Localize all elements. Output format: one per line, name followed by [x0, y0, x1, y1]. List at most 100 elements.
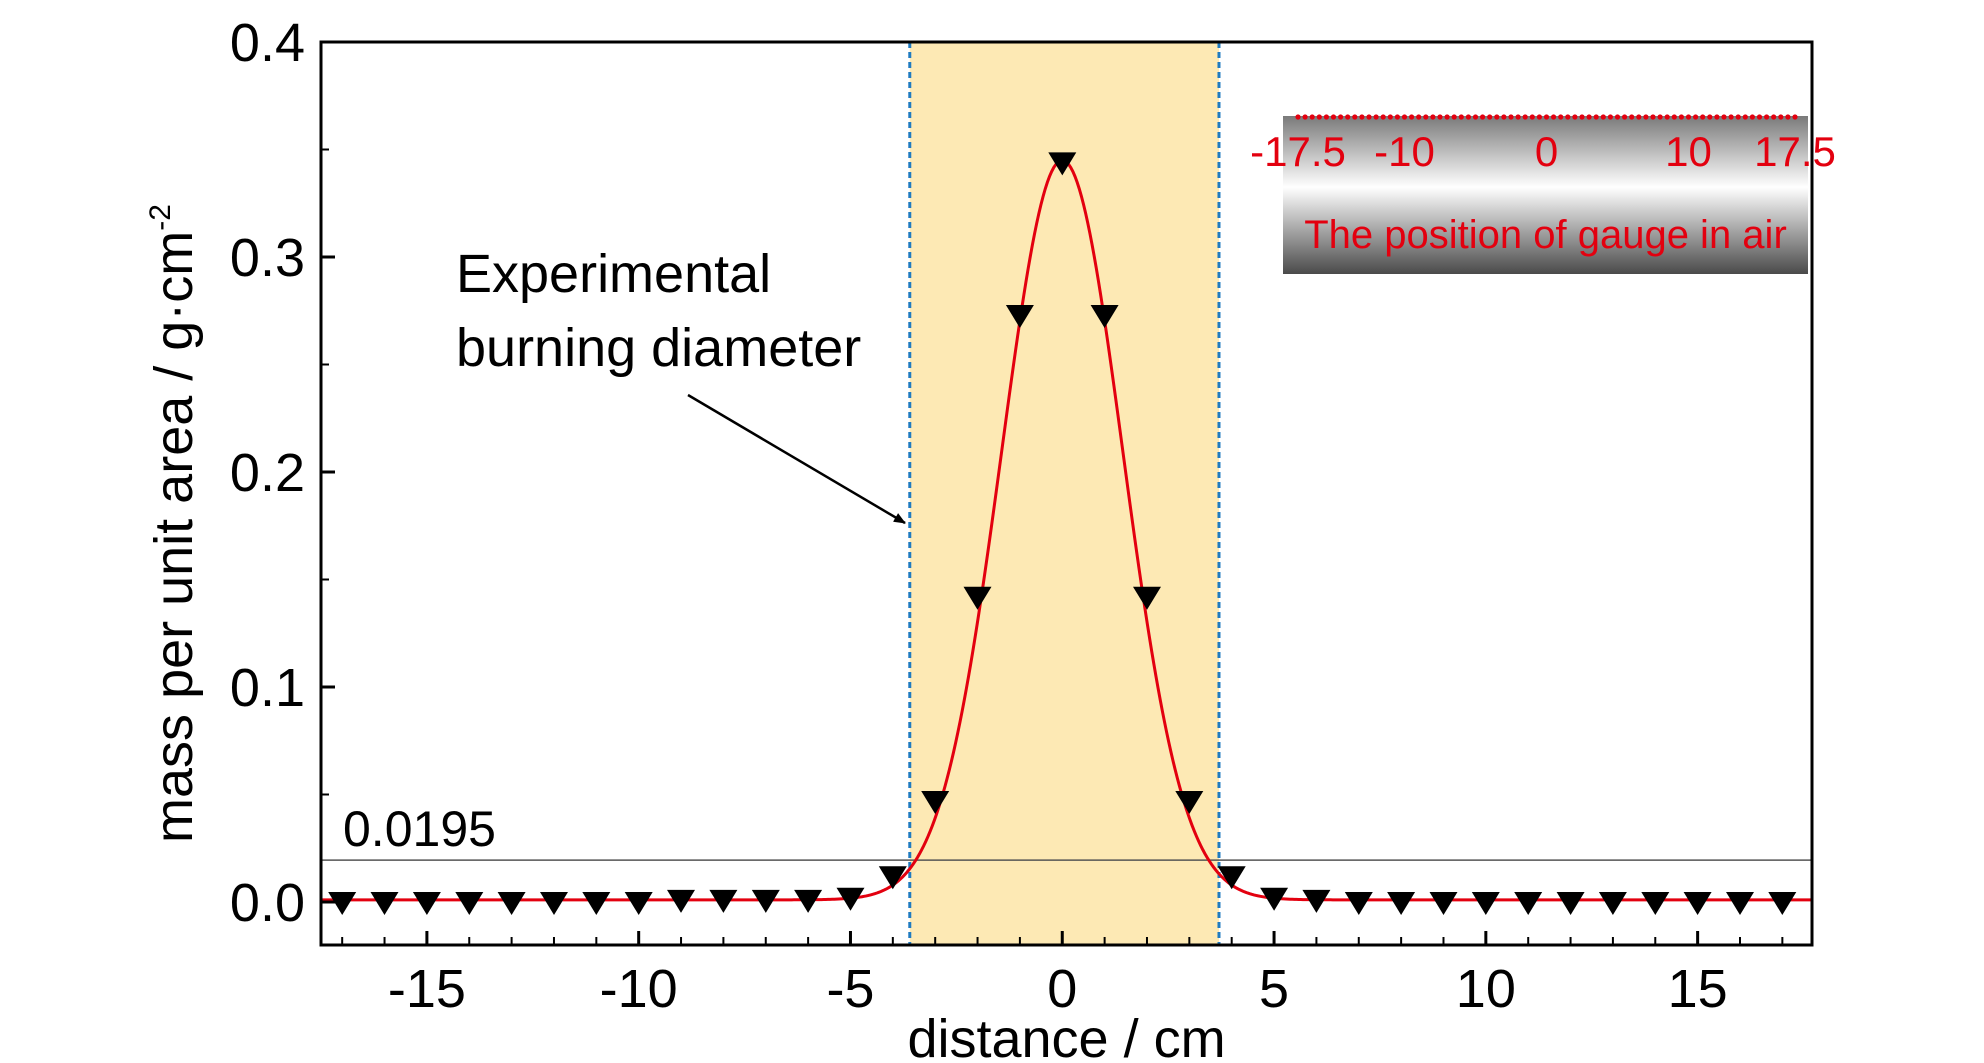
- gauge-dot: [1387, 114, 1393, 120]
- gauge-dot: [1700, 114, 1706, 120]
- data-point: [1471, 892, 1500, 915]
- data-point: [1598, 892, 1627, 915]
- gauge-dot: [1778, 114, 1784, 120]
- data-markers: [328, 152, 1797, 915]
- gauge-dot: [1785, 114, 1791, 120]
- data-point: [328, 892, 357, 915]
- gauge-dot: [1749, 114, 1755, 120]
- data-point: [540, 892, 568, 915]
- gauge-dot: [1771, 114, 1777, 120]
- gauge-dot: [1728, 114, 1734, 120]
- x-tick-label: -5: [826, 959, 874, 1019]
- data-point: [1429, 892, 1458, 915]
- x-tick-label: -10: [600, 959, 678, 1019]
- inset-background: [1283, 116, 1808, 274]
- gauge-dot: [1707, 114, 1713, 120]
- gauge-dot: [1714, 114, 1720, 120]
- inset-gauge-dots: [1295, 114, 1798, 120]
- gauge-dot: [1309, 114, 1315, 120]
- data-point: [1514, 892, 1543, 915]
- gauge-dot: [1409, 114, 1415, 120]
- annotation-line-2: burning diameter: [456, 318, 861, 378]
- y-axis-ticks: 0.0 0.1 0.2 0.3 0.4: [230, 13, 335, 933]
- gauge-dot: [1508, 114, 1514, 120]
- gauge-dot: [1444, 114, 1450, 120]
- gauge-dot: [1359, 114, 1365, 120]
- data-point: [1768, 892, 1797, 915]
- x-tick-label: 5: [1259, 959, 1289, 1019]
- gauge-dot: [1430, 114, 1436, 120]
- data-point: [1344, 892, 1373, 915]
- data-point: [1133, 586, 1161, 610]
- gauge-dot: [1401, 114, 1408, 120]
- data-point: [1048, 152, 1077, 176]
- gauge-dot: [1614, 114, 1621, 120]
- x-tick-label: 10: [1456, 959, 1516, 1019]
- gauge-dot: [1451, 114, 1457, 120]
- y-tick-label: 0.1: [230, 658, 305, 718]
- gauge-dot: [1465, 114, 1471, 120]
- gauge-position-inset: -17.5 -10 0 10 17.5 The position of gauge in…: [1250, 114, 1836, 274]
- gauge-dot: [1600, 114, 1606, 120]
- data-point: [455, 892, 484, 915]
- data-point: [582, 892, 611, 915]
- y-axis-label-text: mass per unit area / g·cm: [144, 231, 204, 843]
- gauge-dot: [1565, 114, 1571, 120]
- gauge-dot: [1352, 114, 1358, 120]
- gauge-dot: [1543, 114, 1550, 120]
- gauge-dot: [1593, 114, 1599, 120]
- data-point: [963, 586, 992, 610]
- gauge-dot: [1756, 114, 1763, 120]
- inset-scale-label: -17.5: [1250, 128, 1346, 175]
- gauge-dot: [1764, 114, 1770, 120]
- inset-scale-label: 0: [1535, 128, 1558, 175]
- y-axis-label: mass per unit area / g·cm-2: [144, 204, 204, 843]
- inset-scale-labels: -17.5 -10 0 10 17.5: [1250, 128, 1836, 175]
- gauge-dot: [1338, 114, 1344, 120]
- gauge-dot: [1735, 114, 1741, 120]
- gauge-dot: [1480, 114, 1486, 120]
- data-point: [836, 887, 865, 911]
- x-axis-label: distance / cm: [907, 1009, 1225, 1063]
- burning-diameter-region: [909, 42, 1219, 945]
- gauge-dot: [1394, 114, 1400, 120]
- gauge-dot: [1515, 114, 1521, 120]
- y-tick-label: 0.4: [230, 13, 305, 73]
- gauge-dot: [1579, 114, 1585, 120]
- gauge-dot: [1671, 114, 1677, 120]
- gauge-dot: [1522, 114, 1528, 120]
- data-point: [709, 889, 738, 913]
- gauge-dot: [1380, 114, 1386, 120]
- gauge-dot: [1721, 114, 1727, 120]
- data-point: [1387, 892, 1416, 915]
- gauge-dot: [1622, 114, 1628, 120]
- gauge-dot: [1316, 114, 1322, 120]
- data-point: [1005, 305, 1034, 328]
- gauge-dot: [1536, 114, 1542, 120]
- x-axis-ticks: -15 -10 -5 0 5 10 15: [341, 931, 1784, 1019]
- gauge-dot: [1558, 114, 1564, 120]
- inset-scale-label: 17.5: [1754, 128, 1836, 175]
- gauge-dot: [1323, 114, 1329, 120]
- data-point: [624, 892, 653, 915]
- data-point: [412, 892, 441, 915]
- gauge-dot: [1423, 114, 1429, 120]
- gauge-dot: [1685, 114, 1692, 120]
- data-point: [667, 889, 695, 913]
- gauge-dot: [1295, 114, 1301, 120]
- gauge-dot: [1792, 114, 1798, 120]
- gauge-dot: [1678, 114, 1684, 120]
- data-point: [921, 791, 950, 814]
- data-point: [370, 892, 399, 915]
- x-tick-label: -15: [388, 959, 466, 1019]
- gauge-dot: [1416, 114, 1422, 120]
- gauge-dot: [1572, 114, 1578, 120]
- gauge-dot: [1529, 114, 1535, 120]
- gauge-dot: [1501, 114, 1507, 120]
- plot-frame: [319, 40, 1814, 947]
- data-point: [1175, 791, 1204, 814]
- data-point: [794, 889, 823, 913]
- gauge-dot: [1437, 114, 1443, 120]
- data-point: [1683, 892, 1712, 915]
